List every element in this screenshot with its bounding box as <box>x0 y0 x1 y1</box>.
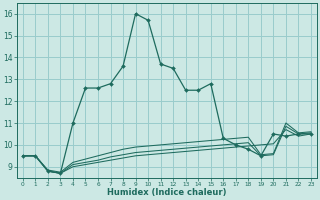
X-axis label: Humidex (Indice chaleur): Humidex (Indice chaleur) <box>107 188 227 197</box>
